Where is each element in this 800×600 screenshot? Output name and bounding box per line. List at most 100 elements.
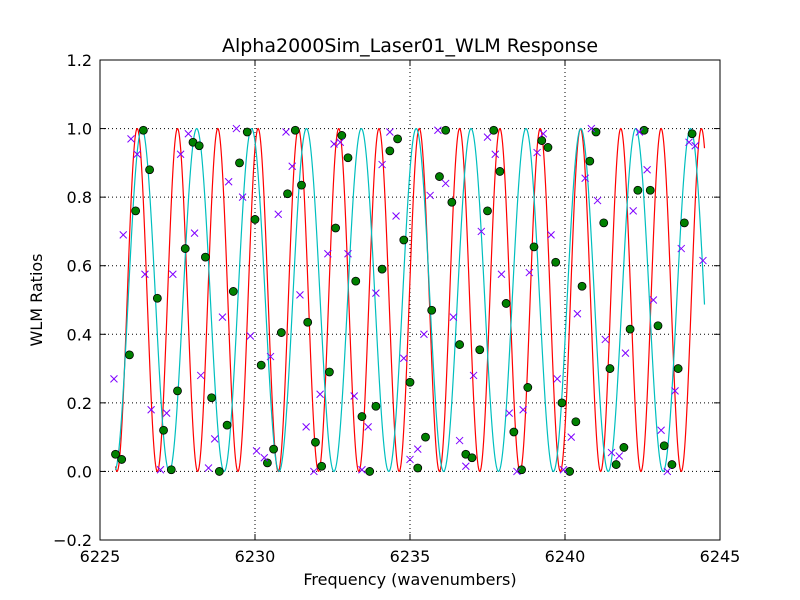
circle-marker [228,287,238,296]
series-curve-cyan-curve [114,127,706,473]
y-axis-title: WLM Ratios [27,253,46,346]
circle-marker [585,156,595,166]
circle-marker [117,455,127,464]
x-marker [455,436,464,445]
x-tick-label: 6245 [700,547,741,566]
circle-marker [297,180,306,190]
circle-marker [371,401,381,411]
circle-marker [509,427,519,437]
circle-marker [467,453,477,463]
x-marker [621,349,630,357]
axis-ticks: 6225 6230 6235 6240 6245 −0.2 0.0 0.2 0.4 0.6 0.8 1… [53,51,740,566]
y-tick-label: 0.6 [67,257,92,276]
x-tick-label: 6235 [390,547,431,566]
x-marker [426,191,435,200]
x-marker [587,124,596,133]
x-marker [184,129,193,138]
x-marker [553,375,562,383]
x-marker [156,465,165,474]
x-marker [434,126,442,135]
circle-marker [393,134,403,144]
circle-marker [377,264,387,274]
circle-marker [611,460,621,469]
circle-marker [357,412,367,421]
circle-marker [639,125,649,135]
circle-marker [619,443,629,452]
y-tick-label: 1.2 [67,51,92,70]
x-marker [141,270,149,279]
circle-marker [269,444,279,454]
circle-marker [256,360,266,370]
x-marker [176,150,185,159]
x-tick-label: 6230 [235,547,276,566]
x-marker [336,138,345,147]
circle-marker [207,393,217,403]
x-tick-label: 6225 [80,547,121,566]
x-marker [657,426,665,435]
x-marker [406,455,414,464]
circle-marker [577,281,587,291]
x-marker [218,313,227,321]
x-marker [547,231,555,239]
x-marker [513,467,521,476]
circle-marker [283,189,292,199]
series-layer [110,124,707,476]
circle-marker [447,197,457,207]
circle-marker [351,276,361,286]
circle-marker [591,127,601,137]
x-marker [635,128,644,136]
x-marker [483,133,492,141]
x-marker [372,289,380,297]
circle-marker [435,172,444,181]
x-marker [449,313,458,321]
circle-marker [145,165,155,175]
x-marker [413,445,422,453]
circle-marker [517,465,526,475]
x-axis-title: Frequency (wavenumbers) [303,570,516,589]
y-tick-label: −0.2 [53,531,92,550]
circle-marker [653,321,663,331]
circle-marker [365,467,375,476]
x-marker [525,268,534,277]
circle-marker [679,218,689,228]
circle-marker [276,328,286,337]
circle-marker [194,141,204,151]
circle-marker [625,324,635,334]
circle-marker [673,364,683,373]
x-marker [505,409,514,417]
circle-marker [343,153,353,163]
circle-marker [337,131,347,140]
x-marker [196,371,205,380]
x-marker [330,140,338,148]
circle-marker [311,437,320,447]
circle-marker [166,465,176,475]
x-marker [399,354,408,363]
circle-marker [455,340,465,349]
circle-marker [159,425,168,435]
x-marker [232,124,241,133]
circle-marker [501,299,511,308]
x-marker [649,296,658,304]
circle-marker [200,252,210,262]
x-tick-label: 6240 [545,547,586,566]
circle-marker [565,467,575,476]
circle-marker [180,244,190,253]
circle-marker [235,158,244,168]
circle-marker [250,215,260,224]
circle-marker [543,143,553,152]
x-marker [252,447,261,455]
x-marker [615,452,624,460]
circle-marker [152,293,162,303]
x-marker [168,270,177,279]
x-marker [539,129,548,138]
x-marker [119,231,128,239]
x-marker [274,210,283,219]
circle-marker [125,350,134,360]
x-marker [310,467,318,476]
x-marker [699,256,707,265]
x-marker [477,227,486,236]
x-marker [593,196,602,205]
circle-marker [317,461,327,471]
x-marker [323,249,332,258]
x-marker [133,150,142,159]
